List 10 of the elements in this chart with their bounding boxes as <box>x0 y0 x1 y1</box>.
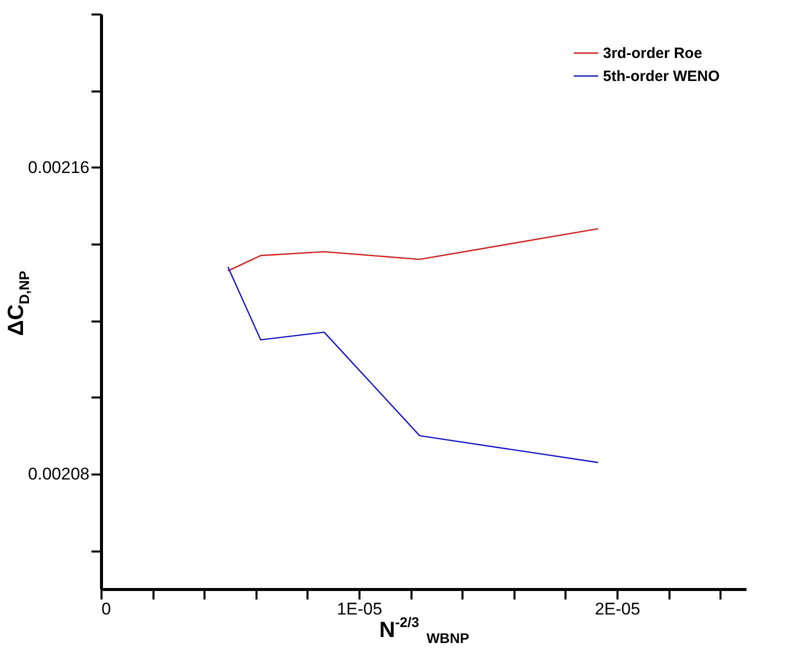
x-tick-label: 2E-05 <box>594 600 640 618</box>
legend-label: 5th-order WENO <box>603 68 720 85</box>
x-tick-label: 0 <box>102 600 111 618</box>
line-series <box>227 228 599 272</box>
line-series <box>227 266 599 464</box>
legend-label: 3rd-order Roe <box>603 45 702 62</box>
y-tick-label: 0.00216 <box>28 158 90 177</box>
y-axis-title: ΔCD,NP <box>3 270 32 336</box>
x-tick-label: 1E-05 <box>336 600 382 618</box>
y-tick-label: 0.00208 <box>28 464 90 484</box>
